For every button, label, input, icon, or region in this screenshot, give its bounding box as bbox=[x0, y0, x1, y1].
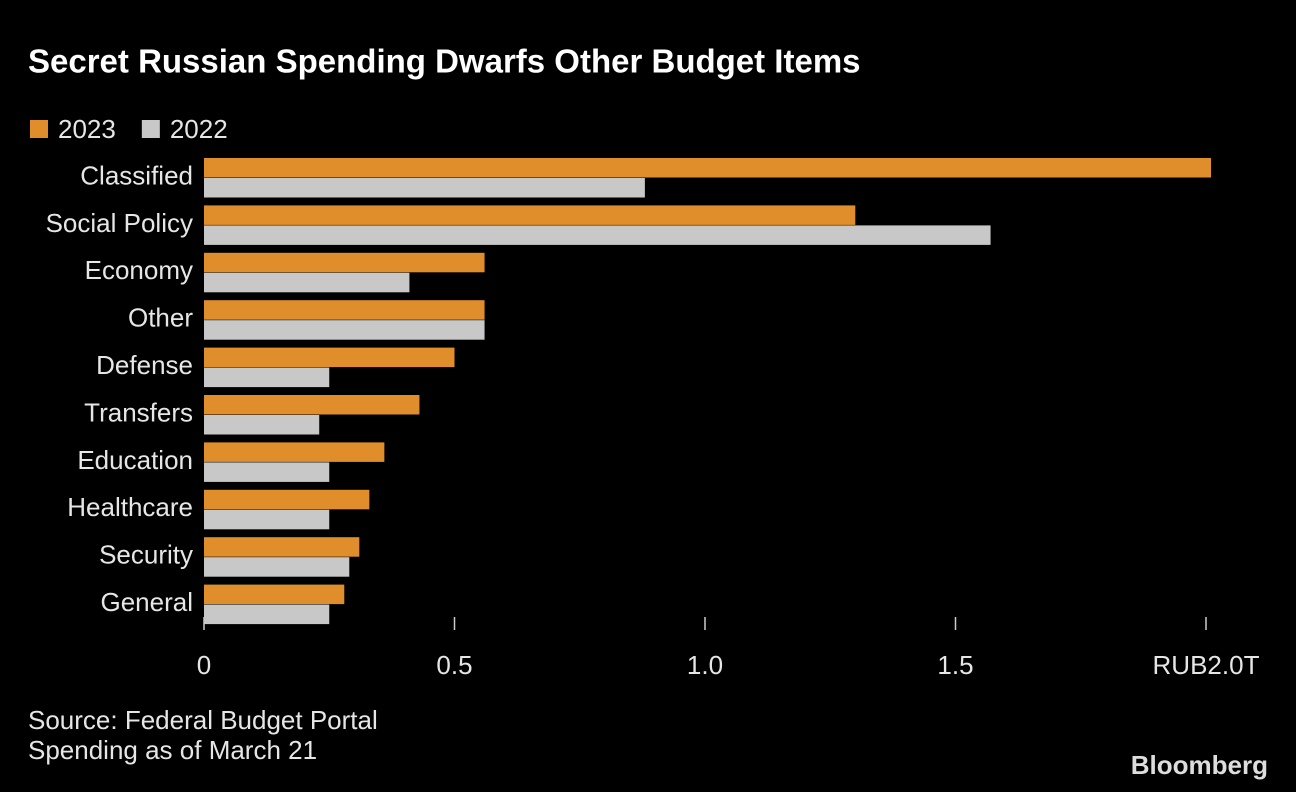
bar bbox=[204, 272, 410, 293]
legend-label: 2022 bbox=[170, 114, 228, 144]
source-note: Source: Federal Budget Portal bbox=[28, 705, 378, 735]
source-note: Spending as of March 21 bbox=[28, 735, 317, 765]
y-tick-label: Other bbox=[128, 303, 193, 333]
bar bbox=[204, 252, 485, 273]
legend-swatch bbox=[30, 120, 48, 138]
legend-label: 2023 bbox=[58, 114, 116, 144]
bar bbox=[204, 320, 485, 340]
bar bbox=[204, 415, 320, 435]
chart-title: Secret Russian Spending Dwarfs Other Bud… bbox=[28, 43, 861, 80]
y-tick-label: Transfers bbox=[84, 397, 193, 427]
y-tick-label: Economy bbox=[85, 255, 193, 285]
logo: Bloomberg bbox=[1131, 750, 1268, 780]
bar bbox=[204, 442, 385, 462]
x-tick-label: 1.5 bbox=[937, 650, 973, 680]
bar bbox=[204, 584, 345, 605]
bar bbox=[204, 489, 370, 510]
y-tick-label: General bbox=[101, 587, 194, 617]
bar bbox=[204, 205, 856, 225]
bar bbox=[204, 509, 330, 530]
x-tick-label: 1.0 bbox=[687, 650, 723, 680]
bar bbox=[204, 178, 645, 198]
bar bbox=[204, 300, 485, 320]
legend-swatch bbox=[141, 120, 160, 138]
bar bbox=[204, 367, 330, 388]
bar bbox=[204, 158, 1212, 178]
x-tick-label: RUB2.0T bbox=[1153, 650, 1260, 680]
y-tick-label: Classified bbox=[80, 160, 193, 190]
x-tick-label: 0 bbox=[197, 650, 211, 680]
y-tick-label: Healthcare bbox=[67, 492, 193, 522]
bar bbox=[204, 462, 330, 482]
y-tick-label: Security bbox=[99, 540, 193, 570]
bar bbox=[204, 225, 991, 245]
bar bbox=[204, 395, 420, 415]
bar bbox=[204, 347, 455, 368]
y-tick-label: Education bbox=[77, 445, 193, 475]
bar bbox=[204, 557, 350, 577]
bar bbox=[204, 604, 330, 625]
y-tick-label: Defense bbox=[96, 350, 193, 380]
bar bbox=[204, 537, 360, 557]
y-tick-label: Social Policy bbox=[46, 208, 193, 238]
x-tick-label: 0.5 bbox=[436, 650, 472, 680]
